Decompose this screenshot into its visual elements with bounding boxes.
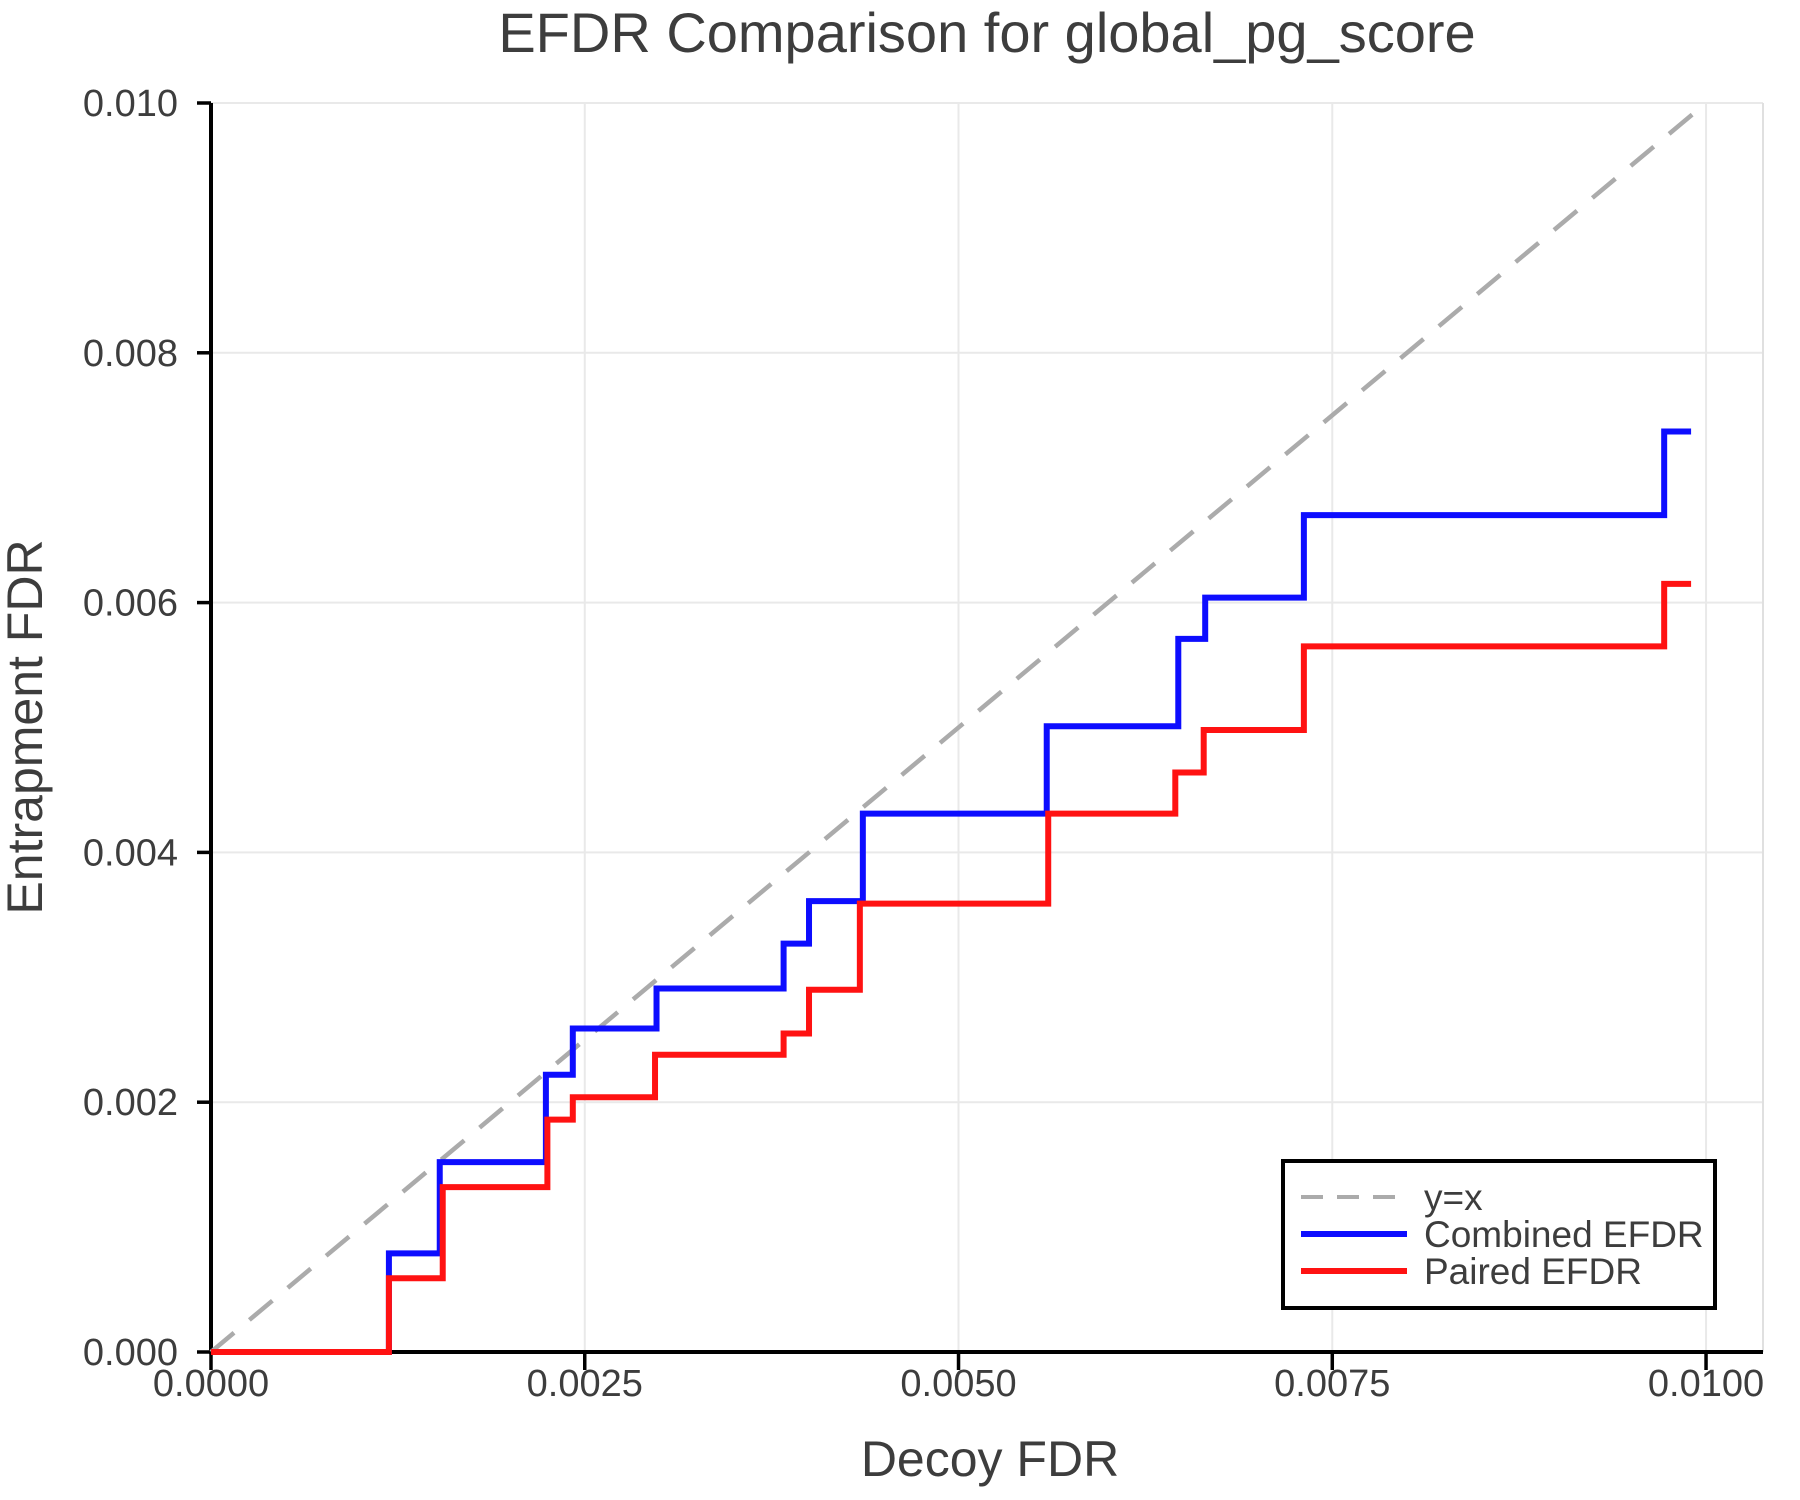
gridlines-layer: [211, 102, 1764, 1352]
legend-label: Paired EFDR: [1424, 1251, 1642, 1292]
y-tick-label: 0.006: [83, 583, 178, 625]
y-tick-label: 0.008: [83, 333, 178, 375]
x-axis-title: Decoy FDR: [861, 1431, 1119, 1487]
y-tick-label: 0.000: [83, 1332, 178, 1374]
x-tick-label: 0.0000: [153, 1363, 269, 1405]
tick-labels-layer: 0.0000 0.0025 0.0050 0.0075 0.0100 0.000 0.002…: [83, 83, 1764, 1405]
y-tick-label: 0.002: [83, 1082, 178, 1124]
y-axis-title: Entrapment FDR: [0, 539, 53, 914]
combined-efdr-line: [211, 428, 1692, 1355]
chart-title: EFDR Comparison for global_pg_score: [498, 1, 1475, 64]
axes-layer: [197, 101, 1763, 1370]
x-tick-label: 0.0025: [527, 1363, 643, 1405]
legend-label: y=x: [1424, 1177, 1483, 1218]
x-tick-label: 0.0075: [1274, 1363, 1390, 1405]
reference-line-y-equals-x: [209, 101, 1708, 1354]
y-tick-label: 0.010: [83, 83, 178, 125]
y-tick-label: 0.004: [83, 832, 178, 874]
legend-label: Combined EFDR: [1424, 1214, 1704, 1255]
x-tick-label: 0.0100: [1648, 1363, 1764, 1405]
x-tick-label: 0.0050: [900, 1363, 1016, 1405]
paired-efdr-line: [211, 580, 1692, 1355]
data-layer: [209, 101, 1708, 1355]
